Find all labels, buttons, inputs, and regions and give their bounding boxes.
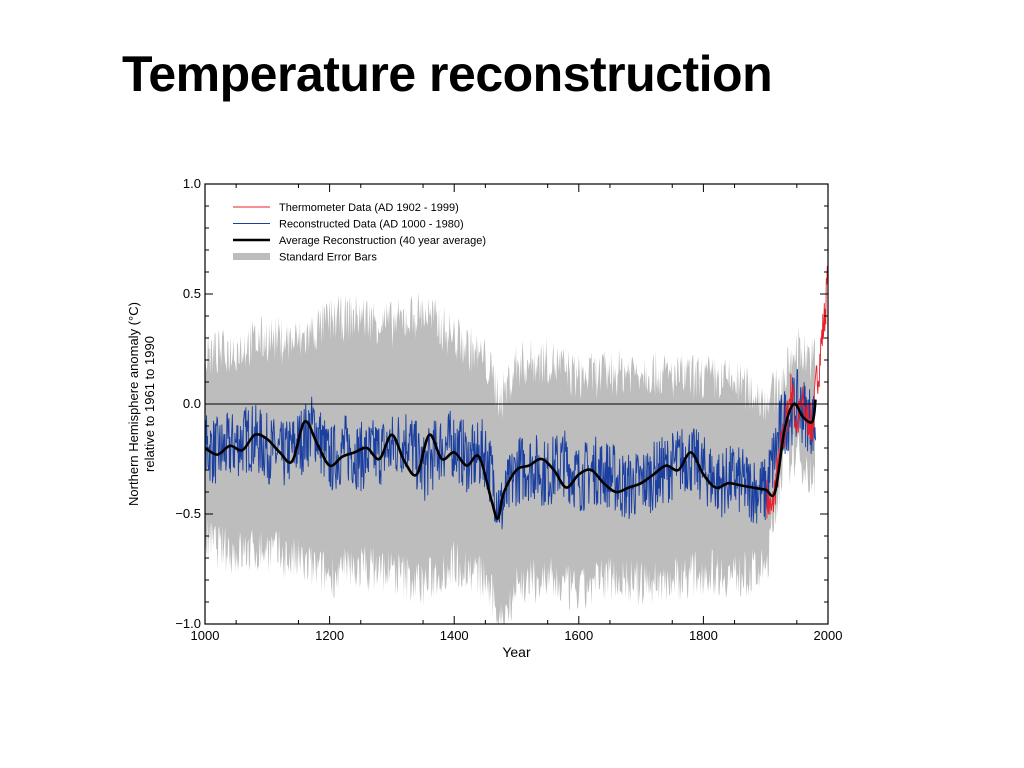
- x-tick-label: 2000: [814, 628, 843, 643]
- legend-label: Reconstructed Data (AD 1000 - 1980): [279, 219, 464, 231]
- legend-label: Average Reconstruction (40 year average): [279, 235, 486, 247]
- x-tick-label: 1000: [191, 628, 220, 643]
- series-layer: [204, 265, 828, 530]
- x-tick-label: 1600: [564, 628, 593, 643]
- y-tick-label: 1.0: [183, 176, 201, 191]
- y-axis-label-line: Northern Hemisphere anomaly (°C): [126, 302, 141, 506]
- x-tick-label: 1400: [440, 628, 469, 643]
- series-thermometer-line: [766, 265, 828, 519]
- legend-label: Thermometer Data (AD 1902 - 1999): [279, 202, 459, 214]
- y-tick-label: −1.0: [175, 616, 201, 631]
- y-tick-label: 0.0: [183, 396, 201, 411]
- legend-label: Standard Error Bars: [279, 252, 377, 264]
- series-reconstructed-line: [204, 368, 816, 530]
- y-tick-label: 0.5: [183, 286, 201, 301]
- slide-title: Temperature reconstruction: [122, 46, 773, 102]
- x-axis-label: Year: [502, 644, 531, 660]
- tick-layer: 1000 1200 1400 1600 1800 2000 −1.0 −0.5 0.0 0.5 1.…: [175, 176, 842, 643]
- x-tick-label: 1800: [689, 628, 718, 643]
- legend: Thermometer Data (AD 1902 - 1999) Reconst…: [233, 202, 486, 264]
- y-tick-label: −0.5: [175, 506, 201, 521]
- x-tick-label: 1200: [315, 628, 344, 643]
- y-axis-label: Northern Hemisphere anomaly (°C) relative…: [126, 302, 157, 506]
- y-axis-label-line: relative to 1961 to 1990: [142, 336, 157, 472]
- series-average-line: [204, 399, 817, 520]
